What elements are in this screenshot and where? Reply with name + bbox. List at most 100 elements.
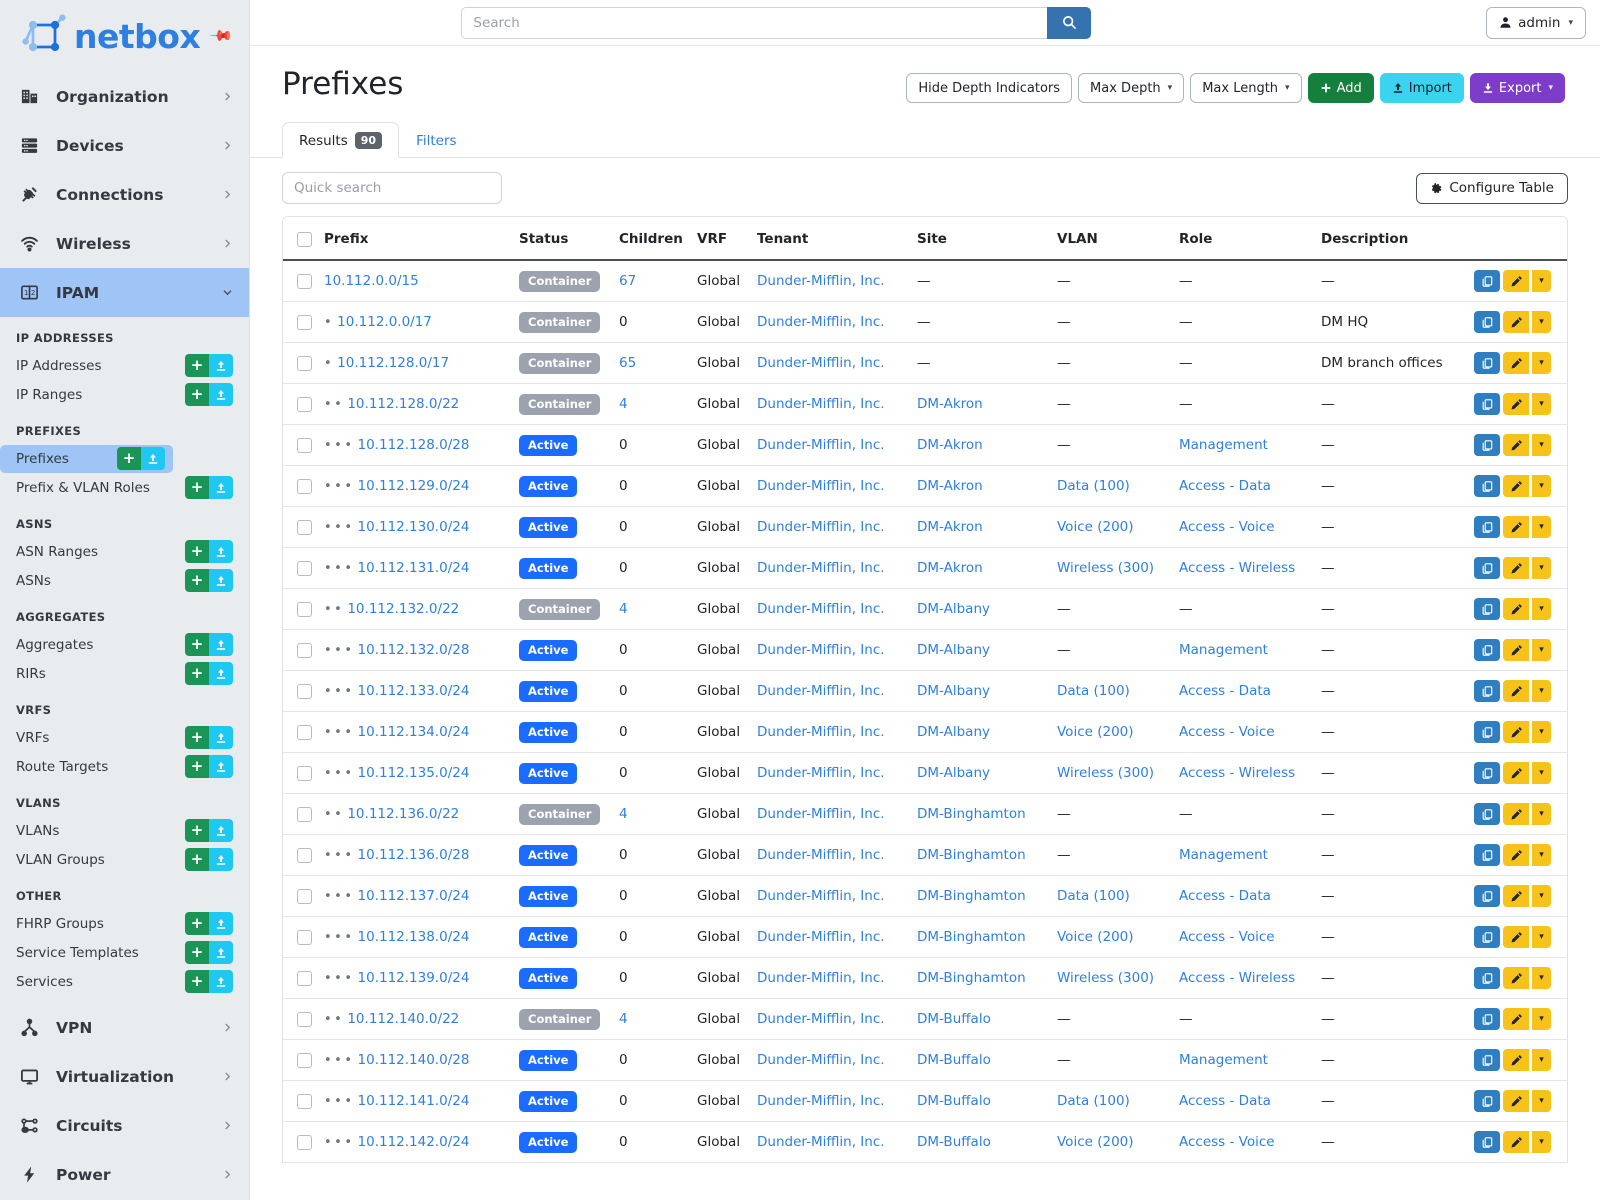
add-service-templates-button[interactable]: + <box>185 941 209 964</box>
site-link[interactable]: DM-Albany <box>917 601 990 618</box>
tenant-link[interactable]: Dunder-Mifflin, Inc. <box>757 273 885 290</box>
copy-icon[interactable] <box>1474 803 1500 826</box>
pencil-icon[interactable] <box>1503 680 1529 703</box>
search-input[interactable] <box>461 6 1048 39</box>
row-checkbox[interactable] <box>297 683 312 699</box>
table-row[interactable]: ••• 10.112.134.0/24 Active 0 Global Dunder-Mi… <box>283 711 1567 754</box>
table-row[interactable]: •• 10.112.136.0/22 Container 4 Global Dunder-… <box>283 793 1567 836</box>
pencil-icon[interactable] <box>1503 967 1529 990</box>
row-checkbox[interactable] <box>297 437 312 453</box>
prefix-link[interactable]: 10.112.128.0/22 <box>347 396 460 413</box>
prefix-link[interactable]: 10.112.135.0/24 <box>357 765 470 782</box>
table-row[interactable]: ••• 10.112.136.0/28 Active 0 Global Dunder-Mi… <box>283 834 1567 877</box>
tenant-link[interactable]: Dunder-Mifflin, Inc. <box>757 724 885 741</box>
pencil-icon[interactable] <box>1503 1008 1529 1031</box>
site-link[interactable]: DM-Akron <box>917 478 983 495</box>
role-link[interactable]: Access - Wireless <box>1179 560 1296 577</box>
sidebar-group-virtualization[interactable]: Virtualization <box>0 1052 249 1101</box>
copy-icon[interactable] <box>1474 352 1500 375</box>
prefix-link[interactable]: 10.112.132.0/28 <box>357 642 470 659</box>
children-count[interactable]: 67 <box>619 273 637 290</box>
pencil-icon[interactable] <box>1503 1131 1529 1154</box>
chevron-down-icon[interactable]: ▾ <box>1532 844 1551 867</box>
column-header-description[interactable]: Description <box>1315 217 1452 262</box>
prefix-link[interactable]: 10.112.132.0/22 <box>347 601 460 618</box>
sidebar-group-ipam[interactable]: 1 2 IPAM <box>0 268 249 317</box>
copy-icon[interactable] <box>1474 721 1500 744</box>
role-link[interactable]: Access - Data <box>1179 888 1271 905</box>
prefix-link[interactable]: 10.112.136.0/28 <box>357 847 470 864</box>
tenant-link[interactable]: Dunder-Mifflin, Inc. <box>757 519 885 536</box>
role-link[interactable]: Management <box>1179 1052 1268 1069</box>
chevron-down-icon[interactable]: ▾ <box>1532 967 1551 990</box>
sidebar-item-prefixes[interactable]: Prefixes + <box>0 445 173 473</box>
tenant-link[interactable]: Dunder-Mifflin, Inc. <box>757 1093 885 1110</box>
tenant-link[interactable]: Dunder-Mifflin, Inc. <box>757 929 885 946</box>
tenant-link[interactable]: Dunder-Mifflin, Inc. <box>757 1052 885 1069</box>
vlan-link[interactable]: Wireless (300) <box>1057 765 1155 782</box>
table-row[interactable]: ••• 10.112.138.0/24 Active 0 Global Dunder-Mi… <box>283 916 1567 959</box>
chevron-down-icon[interactable]: ▾ <box>1532 1090 1551 1113</box>
copy-icon[interactable] <box>1474 393 1500 416</box>
max-length-button[interactable]: Max Length ▾ <box>1190 73 1302 103</box>
row-checkbox[interactable] <box>297 1052 312 1068</box>
chevron-down-icon[interactable]: ▾ <box>1532 393 1551 416</box>
sidebar-item-vlans[interactable]: VLANs + <box>0 817 241 845</box>
pencil-icon[interactable] <box>1503 598 1529 621</box>
table-row[interactable]: ••• 10.112.135.0/24 Active 0 Global Dunder-Mi… <box>283 752 1567 795</box>
vlan-link[interactable]: Wireless (300) <box>1057 560 1155 577</box>
prefix-link[interactable]: 10.112.128.0/28 <box>357 437 470 454</box>
sidebar-item-rirs[interactable]: RIRs + <box>0 660 241 688</box>
sidebar-item-services[interactable]: Services + <box>0 968 241 996</box>
pencil-icon[interactable] <box>1503 352 1529 375</box>
site-link[interactable]: DM-Albany <box>917 683 990 700</box>
tenant-link[interactable]: Dunder-Mifflin, Inc. <box>757 765 885 782</box>
prefix-link[interactable]: 10.112.128.0/17 <box>337 355 450 372</box>
chevron-down-icon[interactable]: ▾ <box>1532 1131 1551 1154</box>
chevron-down-icon[interactable]: ▾ <box>1532 1049 1551 1072</box>
site-link[interactable]: DM-Albany <box>917 642 990 659</box>
column-header-prefix[interactable]: Prefix <box>318 217 513 262</box>
table-row[interactable]: ••• 10.112.139.0/24 Active 0 Global Dunder-Mi… <box>283 957 1567 1000</box>
chevron-down-icon[interactable]: ▾ <box>1532 516 1551 539</box>
copy-icon[interactable] <box>1474 844 1500 867</box>
site-link[interactable]: DM-Albany <box>917 724 990 741</box>
column-header-status[interactable]: Status <box>513 217 613 262</box>
column-header-site[interactable]: Site <box>911 217 1051 262</box>
vlan-link[interactable]: Voice (200) <box>1057 1134 1134 1151</box>
tenant-link[interactable]: Dunder-Mifflin, Inc. <box>757 314 885 331</box>
tenant-link[interactable]: Dunder-Mifflin, Inc. <box>757 806 885 823</box>
tab-filters[interactable]: Filters <box>399 123 473 158</box>
import-button[interactable]: Import <box>1379 73 1464 103</box>
row-checkbox[interactable] <box>297 273 312 289</box>
children-count[interactable]: 4 <box>619 396 628 413</box>
copy-icon[interactable] <box>1474 967 1500 990</box>
pencil-icon[interactable] <box>1503 721 1529 744</box>
role-link[interactable]: Access - Data <box>1179 478 1271 495</box>
table-row[interactable]: •• 10.112.140.0/22 Container 4 Global Dunder-… <box>283 998 1567 1041</box>
prefix-link[interactable]: 10.112.0.0/15 <box>324 273 419 290</box>
table-row[interactable]: •• 10.112.128.0/22 Container 4 Global Dunder-… <box>283 383 1567 426</box>
import-aggregates-button[interactable] <box>209 633 233 656</box>
chevron-down-icon[interactable]: ▾ <box>1532 270 1551 293</box>
pencil-icon[interactable] <box>1503 557 1529 580</box>
max-depth-button[interactable]: Max Depth ▾ <box>1078 73 1185 103</box>
site-link[interactable]: DM-Buffalo <box>917 1134 991 1151</box>
tab-results[interactable]: Results 90 <box>282 122 400 159</box>
site-link[interactable]: DM-Buffalo <box>917 1052 991 1069</box>
row-checkbox[interactable] <box>297 642 312 658</box>
copy-icon[interactable] <box>1474 598 1500 621</box>
row-checkbox[interactable] <box>297 724 312 740</box>
pencil-icon[interactable] <box>1503 844 1529 867</box>
tenant-link[interactable]: Dunder-Mifflin, Inc. <box>757 888 885 905</box>
add-button[interactable]: Add <box>1307 73 1374 103</box>
role-link[interactable]: Management <box>1179 847 1268 864</box>
pencil-icon[interactable] <box>1503 639 1529 662</box>
prefix-link[interactable]: 10.112.140.0/22 <box>347 1011 460 1028</box>
prefix-link[interactable]: 10.112.131.0/24 <box>357 560 470 577</box>
copy-icon[interactable] <box>1474 926 1500 949</box>
chevron-down-icon[interactable]: ▾ <box>1532 352 1551 375</box>
vlan-link[interactable]: Voice (200) <box>1057 724 1134 741</box>
row-checkbox[interactable] <box>297 1134 312 1150</box>
sidebar-item-asn-ranges[interactable]: ASN Ranges + <box>0 538 241 566</box>
